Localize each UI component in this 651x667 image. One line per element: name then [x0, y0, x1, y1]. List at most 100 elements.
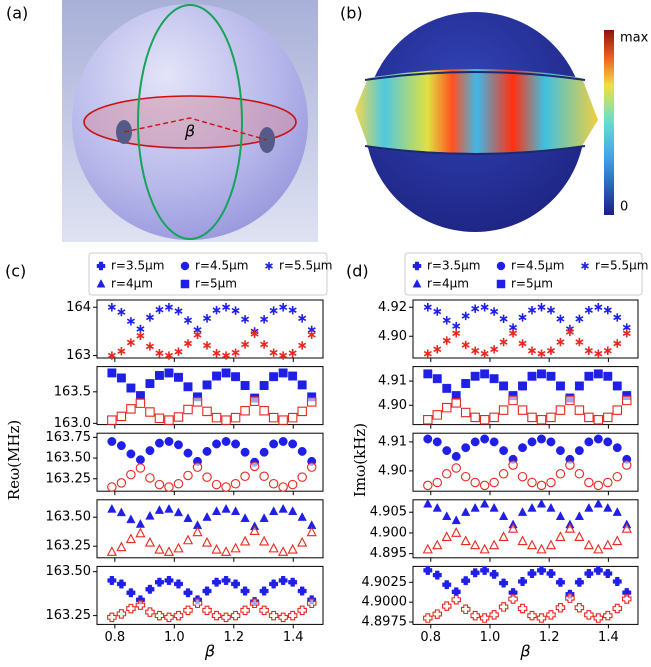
data-point	[461, 379, 469, 387]
data-point	[585, 569, 593, 577]
data-point	[260, 448, 268, 456]
data-point	[585, 347, 592, 355]
data-point	[136, 529, 144, 537]
data-point	[461, 444, 469, 452]
data-point	[575, 382, 583, 390]
data-point	[184, 339, 191, 347]
data-point	[452, 452, 460, 460]
data-point	[193, 398, 201, 406]
data-point	[499, 446, 507, 454]
data-point	[576, 315, 583, 323]
data-point	[108, 437, 116, 445]
data-point	[136, 520, 144, 528]
data-point	[117, 441, 125, 449]
data-point	[203, 314, 210, 322]
data-point	[155, 439, 163, 447]
data-point	[241, 340, 248, 348]
data-point	[443, 384, 451, 392]
data-point	[146, 342, 153, 350]
data-point	[269, 544, 277, 552]
data-point	[279, 416, 287, 424]
data-point	[452, 588, 460, 596]
data-point	[547, 306, 554, 314]
data-point	[288, 545, 296, 553]
data-point	[298, 473, 306, 481]
data-point	[165, 369, 173, 377]
data-point	[165, 613, 173, 621]
data-point	[433, 411, 441, 419]
legend-label: r=3.5μm	[111, 259, 164, 273]
data-point	[443, 446, 451, 454]
data-point	[490, 345, 497, 353]
data-point	[288, 611, 296, 619]
data-point	[241, 472, 249, 480]
data-point	[490, 611, 498, 619]
data-point	[556, 406, 564, 414]
data-point	[203, 513, 211, 521]
data-point	[566, 461, 574, 469]
legend-marker	[497, 280, 505, 288]
data-point	[528, 347, 535, 355]
panel-label: (c)	[5, 262, 26, 281]
data-point	[155, 371, 163, 379]
data-point	[424, 566, 432, 574]
legend-label: r=5μm	[195, 277, 237, 291]
data-point	[576, 338, 583, 346]
data-point	[528, 478, 536, 486]
data-point	[232, 306, 239, 314]
data-point	[279, 369, 287, 377]
data-point	[528, 438, 536, 446]
data-point	[480, 481, 488, 489]
data-point	[203, 587, 211, 595]
data-point	[480, 435, 488, 443]
data-point	[472, 347, 479, 355]
data-point	[118, 308, 125, 316]
data-point	[231, 580, 239, 588]
x-tick-label: 1.0	[480, 630, 501, 645]
data-point	[594, 435, 602, 443]
data-point	[288, 413, 296, 421]
data-point	[424, 435, 432, 443]
data-point	[594, 370, 602, 378]
data-point	[556, 578, 564, 586]
data-point	[604, 372, 612, 380]
data-point	[585, 541, 593, 549]
data-point	[613, 537, 621, 545]
data-point	[212, 372, 220, 380]
data-point	[156, 349, 163, 357]
data-point	[556, 446, 564, 454]
data-point	[203, 538, 211, 546]
data-point	[108, 416, 116, 424]
data-point	[518, 473, 526, 481]
data-point	[212, 611, 220, 619]
data-point	[146, 585, 154, 593]
data-point	[146, 379, 154, 387]
data-point	[222, 416, 230, 424]
data-point	[212, 507, 220, 515]
data-point	[490, 478, 498, 486]
data-point	[424, 545, 432, 553]
y-axis-label: Imω(kHz)	[351, 423, 369, 497]
data-point	[585, 478, 593, 486]
data-point	[518, 406, 526, 414]
data-point	[222, 483, 230, 491]
data-point	[269, 440, 277, 448]
data-point	[108, 576, 116, 584]
data-point	[260, 407, 268, 415]
data-point	[288, 440, 296, 448]
data-point	[509, 595, 517, 603]
axes-frame	[97, 500, 323, 558]
data-point	[528, 611, 536, 619]
data-point	[298, 447, 306, 455]
data-point	[490, 570, 498, 578]
data-point	[127, 317, 134, 325]
data-point	[184, 383, 192, 391]
data-point	[108, 547, 116, 555]
data-point	[613, 473, 621, 481]
data-point	[155, 611, 163, 619]
data-point	[604, 569, 612, 577]
data-point	[528, 569, 536, 577]
data-point	[452, 399, 460, 407]
data-point	[127, 405, 135, 413]
data-point	[288, 480, 296, 488]
